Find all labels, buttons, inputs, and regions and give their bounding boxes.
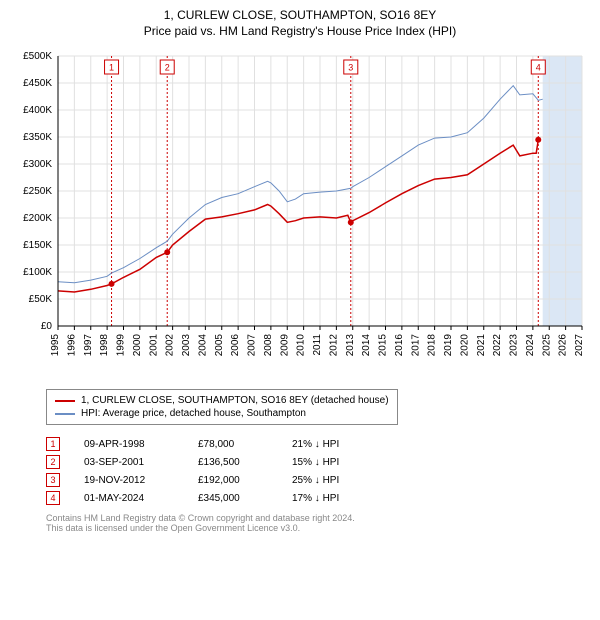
attribution-line: Contains HM Land Registry data © Crown c… (46, 513, 588, 523)
x-tick-label: 2001 (148, 334, 159, 357)
y-tick-label: £300K (23, 159, 52, 170)
sale-price: £136,500 (198, 457, 268, 468)
sale-marker: 4 (46, 491, 60, 505)
x-tick-label: 2025 (541, 334, 552, 357)
sale-row: 4 01-MAY-2024 £345,000 17% ↓ HPI (46, 489, 588, 507)
sales-table: 1 09-APR-1998 £78,000 21% ↓ HPI 2 03-SEP-2001… (46, 435, 588, 507)
x-tick-label: 2020 (459, 334, 470, 357)
x-tick-label: 2015 (378, 334, 389, 357)
x-tick-label: 2023 (509, 334, 520, 357)
x-tick-label: 2004 (197, 334, 208, 357)
sale-point (535, 137, 541, 143)
x-tick-label: 2006 (230, 334, 241, 357)
x-tick-label: 2017 (410, 334, 421, 357)
y-tick-label: £100K (23, 267, 52, 278)
line-chart: £0 £50K £100K £150K £200K £250K £300K £350K £400… (12, 46, 588, 376)
x-tick-label: 2003 (181, 334, 192, 357)
y-tick-label: £350K (23, 132, 52, 143)
x-tick-label: 2005 (214, 334, 225, 357)
x-tick-label: 2021 (476, 334, 487, 357)
legend-label: 1, CURLEW CLOSE, SOUTHAMPTON, SO16 8EY (… (81, 395, 389, 406)
x-tick-label: 1998 (99, 334, 110, 357)
x-tick-label: 1997 (83, 334, 94, 357)
x-tick-label: 2022 (492, 334, 503, 357)
series-price_paid (58, 140, 538, 292)
sale-marker-number: 4 (536, 62, 541, 72)
sale-date: 01-MAY-2024 (84, 493, 174, 504)
x-tick-label: 2010 (296, 334, 307, 357)
sale-row: 1 09-APR-1998 £78,000 21% ↓ HPI (46, 435, 588, 453)
legend: 1, CURLEW CLOSE, SOUTHAMPTON, SO16 8EY (… (46, 389, 398, 425)
sale-marker-number: 2 (165, 62, 170, 72)
legend-label: HPI: Average price, detached house, Sout… (81, 408, 306, 419)
sale-point (109, 281, 115, 287)
x-tick-label: 1995 (50, 334, 61, 357)
x-tick-label: 1996 (66, 334, 77, 357)
sale-delta: 17% ↓ HPI (292, 493, 362, 504)
series-hpi (58, 86, 543, 283)
x-tick-label: 2012 (328, 334, 339, 357)
sale-delta: 21% ↓ HPI (292, 439, 362, 450)
sale-marker: 2 (46, 455, 60, 469)
sale-marker-number: 3 (348, 62, 353, 72)
x-tick-label: 2014 (361, 334, 372, 357)
x-tick-label: 2008 (263, 334, 274, 357)
sale-date: 19-NOV-2012 (84, 475, 174, 486)
legend-swatch (55, 400, 75, 402)
sale-point (164, 249, 170, 255)
sale-delta: 25% ↓ HPI (292, 475, 362, 486)
y-tick-label: £450K (23, 78, 52, 89)
x-tick-label: 2002 (165, 334, 176, 357)
sale-date: 09-APR-1998 (84, 439, 174, 450)
sale-row: 3 19-NOV-2012 £192,000 25% ↓ HPI (46, 471, 588, 489)
x-tick-label: 2013 (345, 334, 356, 357)
sale-row: 2 03-SEP-2001 £136,500 15% ↓ HPI (46, 453, 588, 471)
sale-marker: 1 (46, 437, 60, 451)
page-container: 1, CURLEW CLOSE, SOUTHAMPTON, SO16 8EY P… (0, 0, 600, 537)
y-tick-label: £500K (23, 51, 52, 62)
attribution-line: This data is licensed under the Open Gov… (46, 523, 588, 533)
x-tick-label: 2007 (247, 334, 258, 357)
x-tick-label: 2000 (132, 334, 143, 357)
x-tick-label: 2019 (443, 334, 454, 357)
attribution: Contains HM Land Registry data © Crown c… (46, 513, 588, 533)
sale-delta: 15% ↓ HPI (292, 457, 362, 468)
x-tick-label: 2016 (394, 334, 405, 357)
x-tick-label: 2011 (312, 334, 323, 356)
sale-marker: 3 (46, 473, 60, 487)
sale-price: £345,000 (198, 493, 268, 504)
y-tick-label: £400K (23, 105, 52, 116)
chart-area: £0 £50K £100K £150K £200K £250K £300K £350K £400… (12, 46, 588, 381)
sale-marker-number: 1 (109, 62, 114, 72)
chart-title: 1, CURLEW CLOSE, SOUTHAMPTON, SO16 8EY (12, 8, 588, 22)
y-tick-label: £200K (23, 213, 52, 224)
y-tick-label: £250K (23, 186, 52, 197)
x-tick-label: 2026 (558, 334, 569, 357)
x-tick-label: 1999 (116, 334, 127, 357)
sale-price: £192,000 (198, 475, 268, 486)
chart-subtitle: Price paid vs. HM Land Registry's House … (12, 24, 588, 38)
x-tick-label: 2009 (279, 334, 290, 357)
legend-item: 1, CURLEW CLOSE, SOUTHAMPTON, SO16 8EY (… (55, 394, 389, 407)
sale-price: £78,000 (198, 439, 268, 450)
x-tick-label: 2024 (525, 334, 536, 357)
sale-date: 03-SEP-2001 (84, 457, 174, 468)
y-tick-label: £50K (29, 294, 53, 305)
y-tick-label: £150K (23, 240, 52, 251)
legend-item: HPI: Average price, detached house, Sout… (55, 407, 389, 420)
legend-swatch (55, 413, 75, 415)
x-tick-label: 2027 (574, 334, 585, 357)
x-tick-label: 2018 (427, 334, 438, 357)
sale-point (348, 219, 354, 225)
y-tick-label: £0 (41, 321, 53, 332)
